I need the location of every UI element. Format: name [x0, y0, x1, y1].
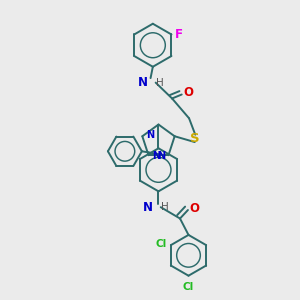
Text: O: O — [183, 86, 194, 99]
Text: Cl: Cl — [183, 283, 194, 292]
Text: N: N — [138, 76, 148, 89]
Text: F: F — [175, 28, 183, 41]
Text: H: H — [161, 202, 169, 212]
Text: O: O — [189, 202, 199, 215]
Text: N: N — [157, 152, 165, 161]
Text: N: N — [152, 151, 160, 161]
Text: S: S — [190, 132, 200, 145]
Text: H: H — [156, 78, 164, 88]
Text: N: N — [146, 130, 154, 140]
Text: N: N — [143, 201, 153, 214]
Text: Cl: Cl — [155, 239, 166, 249]
